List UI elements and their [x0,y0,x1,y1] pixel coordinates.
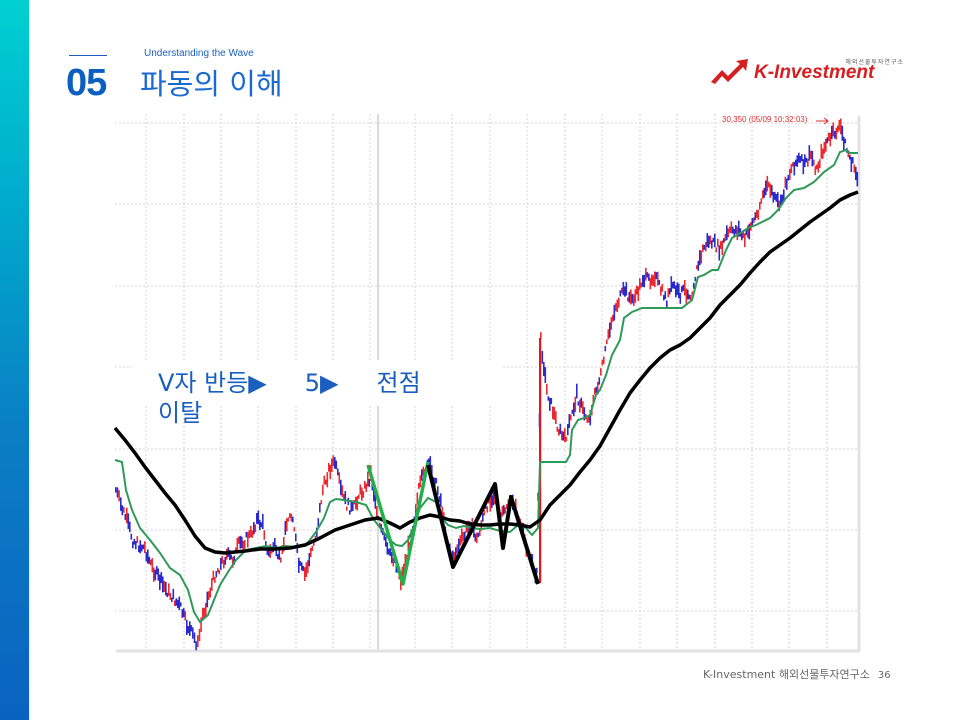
zigzag-annotation [426,464,540,585]
logo-tagline: 해외선물투자연구소 [845,59,904,66]
v-reversal-annotation [366,461,430,586]
overlay-part1: V자 반등▶ [158,369,267,397]
header-rule [69,55,107,56]
overlay-box [132,360,502,406]
price-marker-label: 30,350 (05/09 10:32:03) [722,115,808,124]
overlay-line2: 이탈 [158,399,203,427]
slide-subtitle: Understanding the Wave [144,48,254,59]
logo-brand-text: K-Investment [754,62,875,83]
footer-org: K-Investment 해외선물투자연구소 [703,668,870,681]
page-number: 36 [877,670,891,681]
price-marker-arrow-icon [816,117,829,125]
overlay-part2: 5▶ [304,369,339,397]
slide-title: 파동의 이해 [140,67,283,101]
overlay-annotation-text: V자 반등▶ 5▶ 전점 이탈 [158,368,478,428]
footer: K-Investment 해외선물투자연구소 36 [703,666,891,682]
section-number: 05 [66,62,107,104]
side-accent-bar [0,0,31,720]
brand-logo: 해외선물투자연구소 K-Investment [710,52,910,88]
overlay-part3: 전점 [376,369,421,397]
long-moving-average-line [113,190,859,555]
red-rising-arrow-icon [711,59,748,84]
